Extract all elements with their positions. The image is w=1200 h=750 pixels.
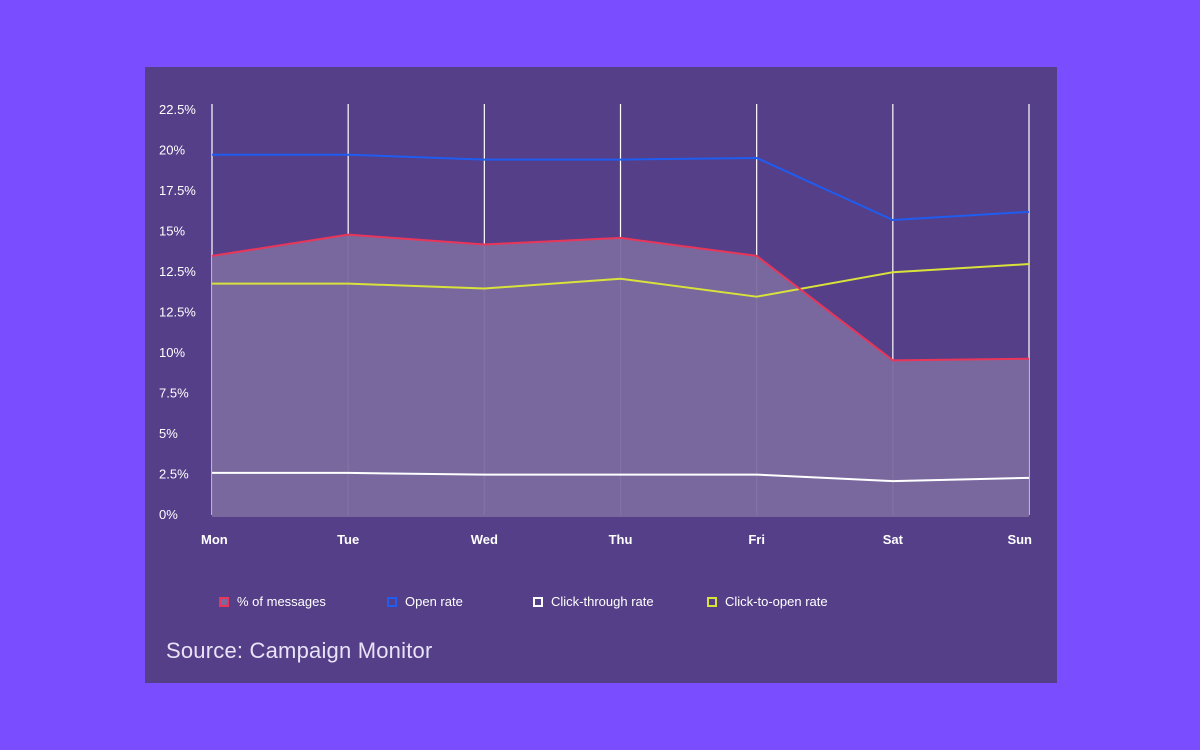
area-messages [212,234,1029,517]
series-line-of-messages [211,233,1030,362]
y-tick-label: 15% [159,224,185,239]
y-tick-label: 20% [159,143,185,158]
y-tick-label: 5% [159,426,178,441]
y-tick-label: 10% [159,345,185,360]
series-lines [211,153,1030,483]
y-tick-label: 17.5% [159,183,196,198]
y-tick-label: 12.5% [159,264,196,279]
legend-item-click-through: Click-through rate [533,594,654,609]
legend-item-messages: % of messages [219,594,326,609]
legend-label-messages: % of messages [237,594,326,609]
series-line-click-through-rate [212,471,1030,483]
x-tick-sat: Sat [883,532,904,547]
source-caption: Source: Campaign Monitor [166,638,433,663]
legend-label-click-to-open: Click-to-open rate [725,594,828,609]
x-tick-fri: Fri [748,532,765,547]
legend-swatch-open-rate [387,596,397,607]
legend-swatch-click-to-open [707,596,717,607]
legend-label-click-through: Click-through rate [551,594,654,609]
legend-label-open-rate: Open rate [405,594,463,609]
y-tick-label: 7.5% [159,386,189,401]
y-axis-ticks: 0% 2.5% 5% 7.5% 10% 12.5% 12.5% 15% 17.5% 20% 22.5… [159,102,196,522]
x-tick-mon: Mon [201,532,228,547]
x-tick-sun: Sun [1007,532,1032,547]
chart-panel: 0% 2.5% 5% 7.5% 10% 12.5% 12.5% 15% 17.5% 20% 22.5… [145,67,1057,683]
area-layer [212,234,1029,517]
x-tick-wed: Wed [471,532,498,547]
y-tick-label: 12.5% [159,305,196,320]
legend-swatch-messages [219,596,229,607]
y-tick-label: 2.5% [159,467,189,482]
series-line-click-to-open-rate [212,263,1030,298]
x-tick-tue: Tue [337,532,359,547]
legend-item-click-to-open: Click-to-open rate [707,594,828,609]
x-axis-ticks: Mon Tue Wed Thu Fri Sat Sun [201,532,1032,547]
y-tick-label: 22.5% [159,102,196,117]
line-chart: 0% 2.5% 5% 7.5% 10% 12.5% 12.5% 15% 17.5% 20% 22.5… [159,102,1032,547]
series-line-open-rate [212,153,1030,221]
x-tick-thu: Thu [609,532,633,547]
y-tick-label: 0% [159,507,178,522]
legend-swatch-click-through [533,596,543,607]
legend-item-open-rate: Open rate [387,594,463,609]
